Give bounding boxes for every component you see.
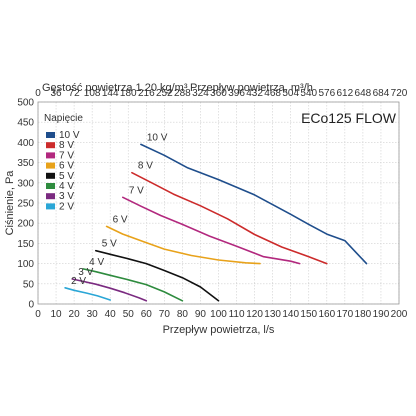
top-tick-label: 468	[264, 88, 281, 99]
x-tick-label: 10	[50, 309, 62, 320]
top-density-label: Gęstość powietrza 1.20 kg/m³	[42, 82, 188, 94]
top-tick-label: 216	[138, 88, 155, 99]
top-tick-label: 36	[50, 88, 62, 99]
x-axis-title: Przepływ powietrza, l/s	[163, 324, 275, 336]
top-tick-label: 324	[192, 88, 209, 99]
curves: 10 V 8 V 7 V 6 V 5 V 4 V3 V2 V	[64, 132, 368, 302]
top-tick-label: 612	[337, 88, 354, 99]
y-tick-label: 200	[17, 219, 34, 230]
top-tick-label: 720	[391, 88, 408, 99]
y-tick-label: 300	[17, 178, 34, 189]
legend-swatch	[46, 142, 55, 149]
legend-swatch	[46, 172, 55, 179]
curve-4v	[82, 268, 184, 302]
curve-label: 2 V	[71, 276, 86, 287]
curve-label: 5 V	[102, 239, 117, 250]
y-tick-label: 500	[17, 98, 34, 109]
curve-6v	[105, 225, 261, 265]
x-tick-label: 180	[355, 309, 372, 320]
top-tick-label: 288	[174, 88, 191, 99]
legend-label: 7 V	[59, 150, 74, 161]
y-tick-label: 250	[17, 199, 34, 210]
x-tick-label: 150	[300, 309, 317, 320]
legend-label: 10 V	[59, 130, 80, 141]
x-tick-label: 30	[87, 309, 99, 320]
x-tick-label: 120	[246, 309, 263, 320]
top-tick-label: 144	[102, 88, 119, 99]
legend-swatch	[46, 132, 55, 138]
legend-title: Napięcie	[44, 113, 83, 124]
legend-swatch	[46, 183, 55, 189]
y-tick-label: 100	[17, 259, 34, 270]
top-tick-label: 252	[156, 88, 173, 99]
legend-label: 3 V	[59, 191, 74, 202]
x-tick-label: 0	[35, 309, 41, 320]
curve-2v	[64, 286, 111, 301]
legend-label: 8 V	[59, 140, 74, 151]
x-tick-label: 170	[337, 309, 354, 320]
curve-5v	[95, 249, 220, 302]
legend-swatch	[46, 203, 55, 210]
top-tick-label: 432	[246, 88, 263, 99]
top-tick-label: 72	[69, 88, 81, 99]
top-tick-label: 0	[35, 88, 41, 99]
y-axis-title: Ciśnienie, Pa	[4, 170, 16, 236]
y-tick-label: 400	[17, 138, 34, 149]
top-tick-label: 648	[355, 88, 372, 99]
top-tick-label: 684	[373, 88, 390, 99]
model-title: ECo125 FLOW	[301, 110, 397, 126]
x-tick-label: 100	[210, 309, 227, 320]
x-tick-label: 20	[69, 309, 81, 320]
curve-3v	[71, 278, 148, 302]
x-tick-label: 40	[105, 309, 117, 320]
x-tick-label: 160	[318, 309, 335, 320]
curve-label: 7 V	[129, 185, 144, 196]
curve-7v	[122, 196, 301, 265]
x-tick-label: 90	[195, 309, 207, 320]
curve-8v	[131, 171, 328, 265]
plot-frame	[37, 101, 400, 305]
y-tick-label: 50	[23, 279, 35, 290]
top-tick-label: 396	[228, 88, 245, 99]
legend-label: 6 V	[59, 161, 74, 172]
legend-swatch	[46, 152, 55, 159]
x-tick-label: 110	[229, 309, 245, 320]
y-tick-label: 350	[17, 158, 34, 169]
x-tick-label: 130	[264, 309, 281, 320]
top-tick-label: 108	[84, 88, 101, 99]
y-tick-label: 450	[17, 118, 34, 129]
x-tick-label: 60	[141, 309, 153, 320]
axes: 0 10 20 30 40 50 60 70 80 90 100 110 120 130 140 150 160…	[17, 88, 407, 320]
curve-label: 10 V	[147, 132, 168, 143]
y-tick-label: 0	[28, 300, 34, 311]
x-tick-label: 70	[159, 309, 171, 320]
legend: Napięcie 10 V8 V7 V6 V5 V4 V3 V2 V	[44, 113, 83, 212]
top-tick-label: 504	[282, 88, 299, 99]
curve-label: 8 V	[138, 161, 153, 172]
top-tick-label: 360	[210, 88, 227, 99]
curve-label: 4 V	[89, 257, 104, 268]
curve-label: 3 V	[78, 267, 93, 278]
x-tick-label: 80	[177, 309, 189, 320]
top-tick-label: 180	[120, 88, 137, 99]
texts: Gęstość powietrza 1.20 kg/m³ Przepływ pow…	[4, 82, 397, 336]
top-tick-label: 540	[300, 88, 317, 99]
curve-10v	[140, 143, 368, 265]
x-tick-label: 50	[123, 309, 135, 320]
curve-label: 6 V	[113, 214, 128, 225]
legend-swatch	[46, 193, 55, 200]
x-tick-label: 190	[373, 309, 390, 320]
top-flow-label: Przepływ powietrza, m³/h	[190, 82, 313, 94]
x-tick-label: 140	[282, 309, 299, 320]
x-tick-label: 200	[391, 309, 408, 320]
top-tick-label: 576	[318, 88, 335, 99]
legend-label: 5 V	[59, 171, 74, 182]
legend-label: 2 V	[59, 201, 74, 212]
legend-label: 4 V	[59, 181, 74, 192]
legend-swatch	[46, 162, 55, 169]
y-tick-label: 150	[17, 239, 34, 250]
